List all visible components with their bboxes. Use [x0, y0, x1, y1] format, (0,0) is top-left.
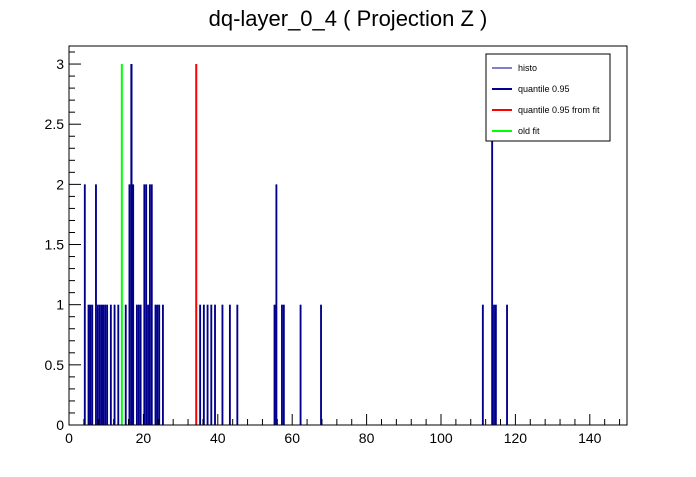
histogram-bar — [281, 304, 283, 425]
histogram-bar — [494, 304, 497, 425]
histogram-bar — [202, 304, 205, 425]
x-tick-label: 0 — [65, 430, 73, 446]
chart-title: dq-layer_0_4 ( Projection Z ) — [209, 6, 488, 31]
plot-area — [83, 64, 508, 426]
histogram-bar — [100, 304, 103, 425]
histogram-bar — [236, 304, 239, 425]
y-tick-label: 0.5 — [45, 357, 65, 373]
legend-label-histo: histo — [518, 63, 537, 73]
histogram-bar — [109, 304, 112, 425]
histogram-bar — [228, 304, 231, 425]
plot-frame — [68, 45, 628, 426]
legend-box — [485, 53, 611, 142]
histogram-bar — [221, 304, 224, 425]
histogram-bar — [128, 184, 131, 425]
histogram-bar — [113, 304, 116, 425]
histogram-bar — [83, 184, 86, 425]
y-tick-label: 2 — [56, 176, 64, 192]
y-tick-label: 1.5 — [45, 237, 65, 253]
legend: histo quantile 0.95 quantile 0.95 from f… — [485, 53, 611, 142]
histogram-bar — [98, 304, 101, 425]
histogram-bar — [214, 304, 216, 425]
histogram-bar — [117, 304, 120, 425]
histogram-bar — [199, 304, 202, 425]
legend-label-old-fit: old fit — [518, 126, 540, 136]
histogram-bar — [299, 304, 302, 425]
histogram-bar — [147, 304, 149, 425]
histogram-bar — [506, 304, 508, 425]
histogram-bar — [87, 304, 90, 425]
histogram-bar — [320, 304, 322, 425]
histogram-bar — [282, 304, 285, 425]
histogram-bar — [132, 184, 135, 425]
y-tick-label: 0 — [56, 417, 64, 433]
histogram-bar — [137, 304, 140, 425]
legend-label-quantile: quantile 0.95 — [518, 84, 570, 94]
y-tick-label: 1 — [56, 297, 64, 313]
histogram-bar — [481, 304, 484, 425]
x-tick-label: 40 — [210, 430, 226, 446]
x-tick-label: 20 — [136, 430, 152, 446]
x-axis: 0 20 40 60 80 100 120 140 — [65, 414, 621, 446]
histogram-bar — [102, 304, 105, 425]
x-tick-label: 100 — [429, 430, 453, 446]
histogram-bar — [162, 304, 164, 425]
histogram-bar — [89, 304, 92, 425]
histogram-bar — [135, 304, 138, 425]
histogram-bar — [154, 304, 157, 425]
histogram-bar — [206, 304, 209, 425]
legend-label-quantile-fit: quantile 0.95 from fit — [518, 105, 600, 115]
histogram-bar — [210, 304, 213, 425]
histogram-bar — [148, 184, 151, 425]
histogram-bar — [106, 304, 109, 425]
histogram-bar — [104, 304, 107, 425]
histogram-bar — [145, 184, 148, 425]
histogram-bar — [139, 304, 142, 425]
histogram-bar — [91, 304, 94, 425]
histogram-bar — [491, 64, 494, 426]
histogram-bar — [275, 184, 278, 425]
histogram-bar — [95, 184, 97, 425]
histogram-bar — [156, 304, 159, 425]
x-tick-label: 80 — [359, 430, 375, 446]
histogram-bar — [143, 184, 146, 425]
histogram-bar — [124, 304, 127, 425]
x-tick-label: 120 — [504, 430, 528, 446]
histogram-bar — [493, 304, 495, 425]
histogram-bar — [273, 304, 276, 425]
x-tick-label: 140 — [578, 430, 602, 446]
y-axis: 0 0.5 1 1.5 2 2.5 3 — [45, 51, 81, 433]
x-tick-label: 60 — [284, 430, 300, 446]
y-tick-label: 3 — [56, 56, 64, 72]
y-tick-label: 2.5 — [45, 116, 65, 132]
histogram-bar — [158, 304, 161, 425]
histogram-bar — [150, 184, 153, 425]
histogram-bar — [96, 304, 99, 425]
